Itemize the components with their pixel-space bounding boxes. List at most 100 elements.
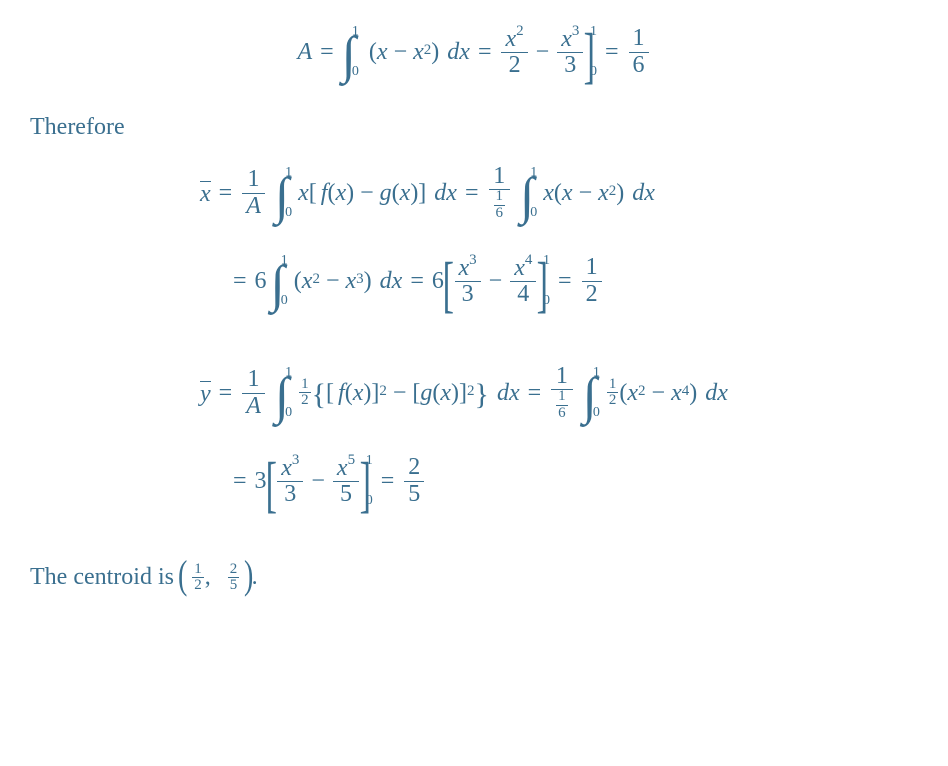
lbrace: { — [312, 378, 326, 412]
g: g — [420, 380, 432, 407]
d: d — [380, 268, 392, 295]
coef-1A: 1 A — [242, 167, 265, 218]
half2: 1 2 — [607, 377, 619, 408]
dx: x — [392, 268, 403, 295]
res-den: 6 — [629, 53, 649, 78]
xbar: x — [200, 181, 211, 206]
eq2: = — [410, 268, 424, 295]
bb-upper: 1 — [590, 24, 597, 40]
dx: x — [509, 380, 520, 407]
bt1-den: 2 — [505, 53, 525, 78]
half: 1 2 — [299, 377, 311, 408]
t1b: x — [627, 380, 638, 407]
e1: 3 — [292, 452, 300, 468]
fp: 2 — [379, 383, 387, 400]
sn: 1 — [494, 189, 506, 205]
bracket-limits: 1 0 — [590, 24, 597, 80]
b1: x — [302, 268, 313, 295]
m: − — [326, 268, 340, 295]
hn: 1 — [299, 377, 311, 392]
bt1b: x — [459, 255, 470, 281]
hd2: 2 — [607, 393, 619, 408]
d1: 3 — [280, 482, 300, 507]
gx: x — [440, 380, 451, 407]
therefore-text: Therefore — [30, 114, 918, 141]
e1: 2 — [312, 271, 320, 288]
bt2-den: 3 — [560, 53, 580, 78]
bt1-exp: 2 — [516, 23, 524, 39]
d2: 5 — [336, 482, 356, 507]
result: 1 6 — [629, 26, 649, 77]
dx-x: x — [459, 39, 470, 66]
integral: ∫ 1 0 — [342, 24, 361, 80]
rd: 5 — [404, 482, 424, 507]
bt1e: 3 — [469, 252, 477, 268]
dx: x — [446, 180, 457, 207]
bl: 0 — [366, 493, 373, 509]
sym-eq: = — [219, 180, 233, 207]
integral: ∫ 1 0 — [275, 165, 294, 221]
t2e: 4 — [682, 383, 690, 400]
eq3: = — [558, 268, 572, 295]
integrand-t2-base: x — [413, 39, 424, 66]
integrand-t2-exp: 2 — [424, 42, 432, 59]
bt2: x5 5 — [333, 455, 359, 507]
ybar: y — [200, 381, 211, 406]
equation-xbar-line2: = 6 ∫ 1 0 (x2 − x3) dx = 6 [ x3 3 − x4 4 — [30, 239, 918, 317]
rx: x — [543, 180, 554, 207]
eq2: = — [528, 380, 542, 407]
rn: 1 — [582, 255, 602, 280]
xn: 1 — [192, 562, 204, 577]
sym-A: A — [297, 39, 312, 66]
yn: 2 — [228, 562, 240, 577]
integral-sign: ∫ — [342, 30, 356, 82]
centroid-line: The centroid is ( 1 2 , 2 5 ). — [30, 547, 918, 594]
e2: 3 — [356, 271, 364, 288]
m2: − — [489, 268, 503, 295]
rn: 2 — [404, 455, 424, 480]
rbrace: } — [475, 378, 489, 412]
sym-eq: = — [320, 39, 334, 66]
dx2: x — [717, 380, 728, 407]
yd: 5 — [228, 578, 240, 593]
equation-xbar: x = 1 A ∫ 1 0 x[ f(x) − g(x)] dx = 1 — [30, 151, 918, 229]
sym-eq: = — [605, 39, 619, 66]
res-num: 1 — [629, 26, 649, 51]
sd: 6 — [556, 406, 568, 422]
d: d — [434, 180, 446, 207]
bt1: x3 3 — [455, 255, 481, 307]
result: 2 5 — [404, 455, 424, 506]
rparen: ) — [244, 551, 253, 598]
bt1: x3 3 — [277, 455, 303, 507]
bt2b: x — [514, 255, 525, 281]
m: − — [393, 380, 407, 407]
d2: d — [632, 180, 644, 207]
m: − — [360, 180, 374, 207]
bt2e: 4 — [525, 252, 533, 268]
one-sixth: 1 6 — [494, 189, 506, 222]
m2: − — [579, 180, 593, 207]
gx: x — [400, 180, 411, 207]
b1: x — [281, 455, 292, 481]
b2: x — [346, 268, 357, 295]
t1e: 2 — [638, 383, 646, 400]
bu: 1 — [366, 453, 373, 469]
rhs-coef: 1 1 6 — [489, 164, 511, 223]
rd: 2 — [582, 282, 602, 307]
bracket-term2: x3 3 — [557, 26, 583, 78]
sym-minus: − — [536, 39, 550, 66]
bt1-base: x — [505, 26, 516, 52]
d: d — [497, 380, 509, 407]
eq: = — [465, 180, 479, 207]
centroid-prefix: The centroid is — [30, 564, 180, 590]
f: f — [338, 380, 345, 407]
sym-eq: = — [478, 39, 492, 66]
page: { "colors": { "text": "#3a6f8f", "backgr… — [0, 10, 948, 594]
bl: 0 — [543, 293, 550, 309]
hn2: 1 — [607, 377, 619, 392]
m: − — [311, 468, 325, 495]
e2: 5 — [348, 452, 356, 468]
bb-lower: 0 — [590, 64, 597, 80]
eq: = — [219, 380, 233, 407]
coef-1A: 1 A — [242, 367, 265, 418]
